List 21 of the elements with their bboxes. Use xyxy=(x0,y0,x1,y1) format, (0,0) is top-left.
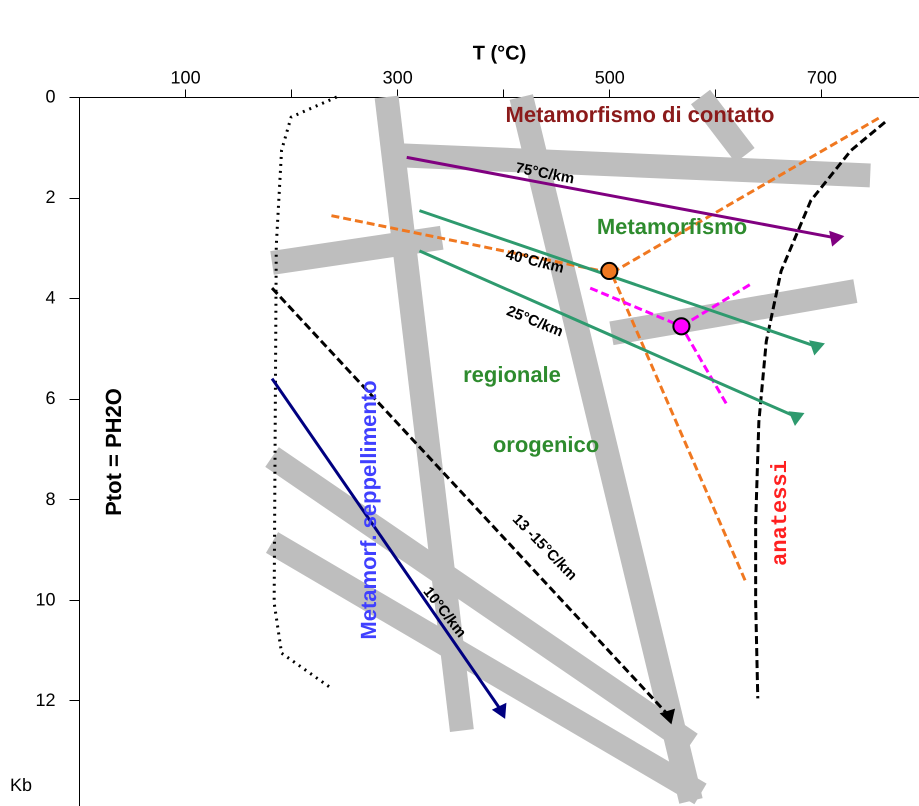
text: Kb xyxy=(10,775,32,795)
annotation: anatessi xyxy=(768,460,793,566)
x-tick-label: 500 xyxy=(594,68,625,88)
y-tick-label: 0 xyxy=(45,86,56,106)
annotation: 40°C/km xyxy=(504,246,566,277)
y-tick-label: 12 xyxy=(35,690,56,710)
y-tick-label: 2 xyxy=(45,187,56,208)
x-axis-title: T (°C) xyxy=(472,42,526,64)
x-tick-label: 100 xyxy=(170,68,201,88)
annotation: regionale xyxy=(463,362,561,387)
y-tick-label: 4 xyxy=(45,288,56,308)
y-axis-title: Ptot = PH2O xyxy=(101,388,126,516)
annotation: 75°C/km xyxy=(514,159,576,188)
annotation: orogenico xyxy=(492,432,600,457)
annotation: Metamorfismo di contatto xyxy=(506,102,774,127)
x-tick-label: 300 xyxy=(382,68,413,88)
y-tick-label: 10 xyxy=(35,589,56,610)
y-tick-label: 8 xyxy=(45,488,56,509)
y-tick-label: 6 xyxy=(45,388,56,408)
annotation: Metamorf. seppellimento xyxy=(356,380,381,640)
x-tick-label: 700 xyxy=(806,68,837,88)
